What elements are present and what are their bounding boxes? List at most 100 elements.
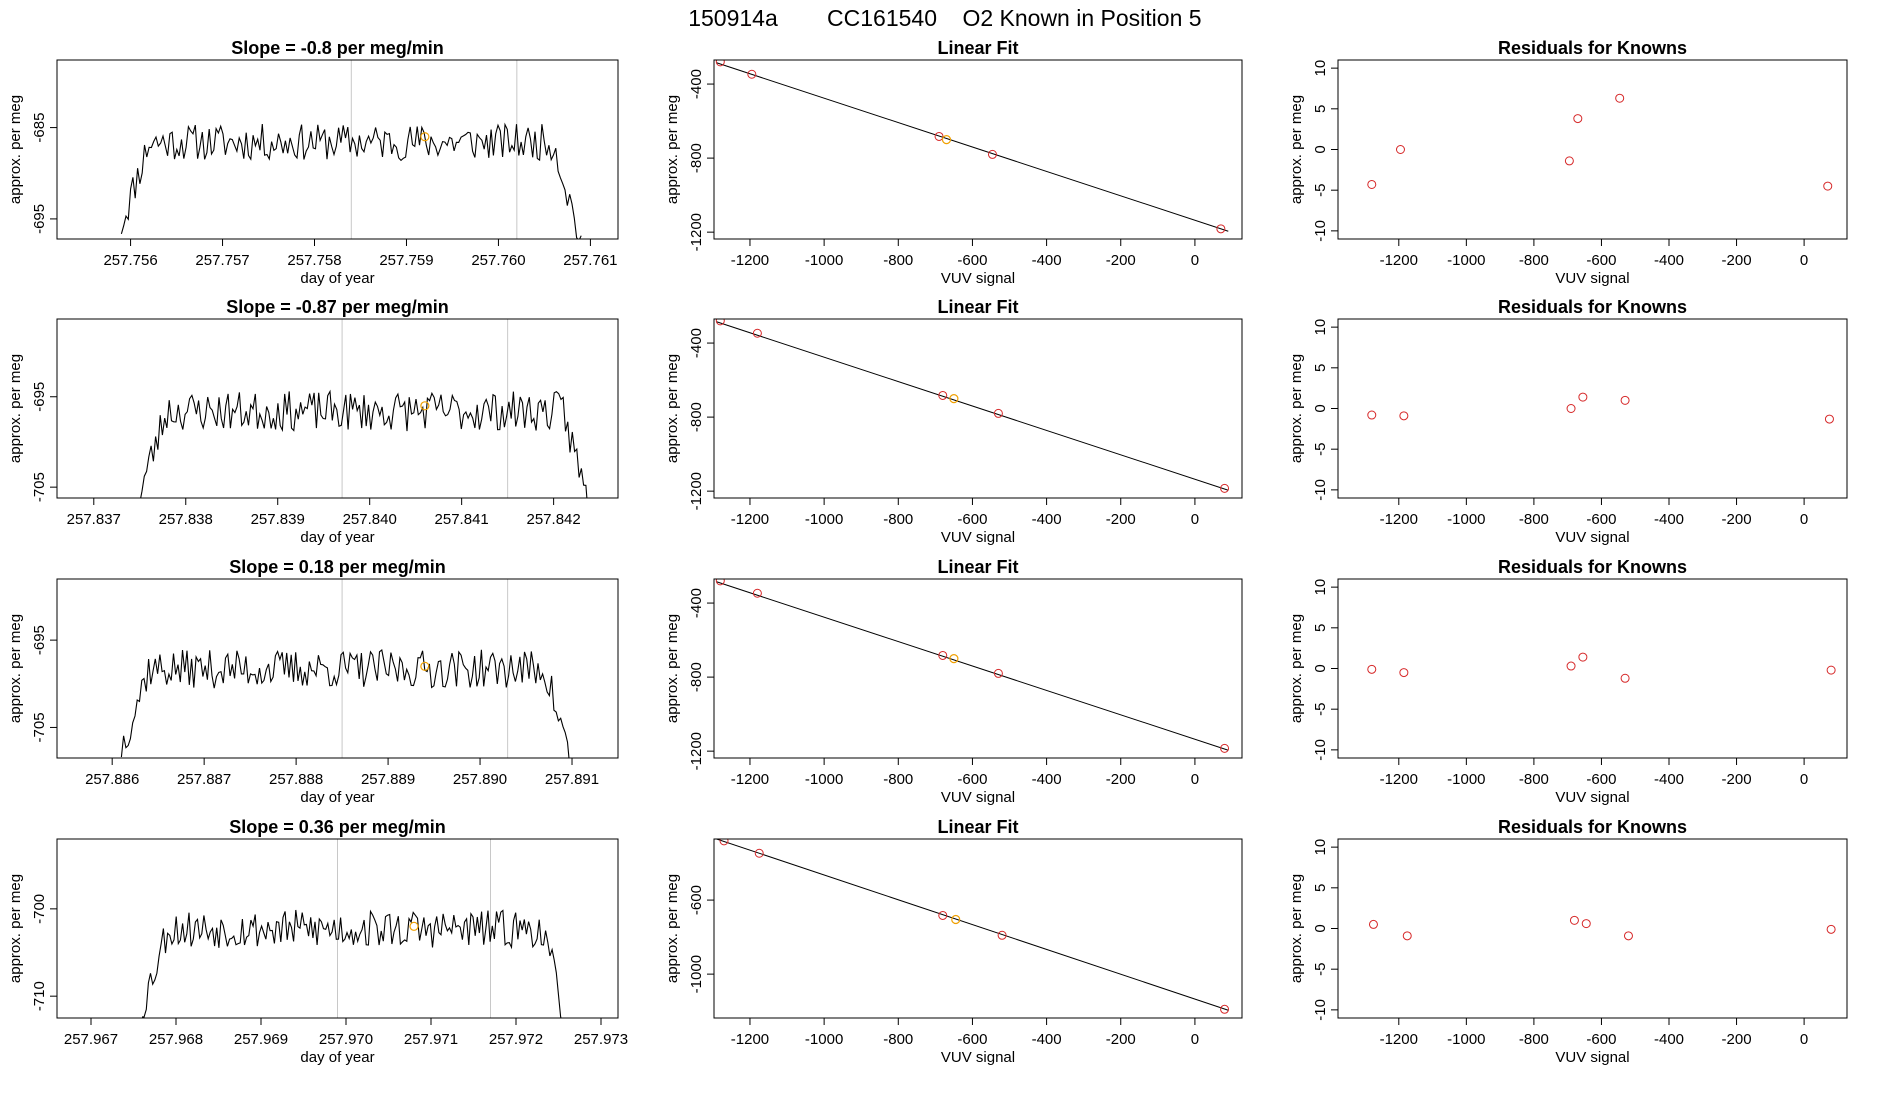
y-axis: 10 5 0 -5 -10 approx. per meg [1288,60,1339,242]
y-axis: 10 5 0 -5 -10 approx. per meg [1288,839,1339,1021]
x-tick-label: -400 [1654,252,1684,269]
y-axis-label: approx. per meg [1288,874,1305,983]
plot-data [140,319,588,498]
data-point [1823,181,1833,191]
x-axis-label: day of year [300,529,374,546]
y-tick-label: 10 [1312,839,1329,856]
data-point [719,839,729,846]
x-tick-label: -1200 [731,511,769,528]
x-tick-label: -600 [1586,1031,1616,1048]
x-tick-label: -1000 [1447,511,1485,528]
x-tick-label: -400 [1654,511,1684,528]
data-point [934,131,944,141]
panel-title: Linear Fit [937,817,1018,837]
x-tick-label: 257.756 [103,252,157,269]
highlight-point [949,393,959,404]
data-point [1620,395,1630,405]
y-tick-label: 5 [1312,624,1329,632]
x-tick-label: -200 [1722,511,1752,528]
data-point [1566,404,1576,413]
data-point [1826,665,1836,675]
highlight-point [409,921,419,931]
panel-title: Slope = 0.18 per meg/min [229,557,446,577]
x-axis-label: VUV signal [1555,529,1629,546]
x-tick-label: -200 [1722,252,1752,269]
x-axis: -1200 -1000 -800 -600 -400 -200 0 VUV signal [731,238,1199,287]
x-axis-label: VUV signal [1555,789,1629,806]
data-point [1569,915,1579,925]
y-tick-label: 5 [1312,105,1329,113]
y-tick-label: -1200 [688,732,705,770]
data-point [1399,411,1409,421]
x-tick-label: -600 [957,771,987,788]
data-point [1368,919,1378,929]
data-point [752,588,762,598]
y-axis-label: approx. per meg [7,874,24,983]
panel-4-2: Linear Fit -1200 -1000 -800 -600 -400 -200 0 VUV… [664,817,1243,1066]
known-description: O2 Known in Position 5 [962,5,1201,31]
y-tick-label: -705 [31,472,48,502]
x-tick-label: -800 [883,1031,913,1048]
x-tick-label: 257.891 [545,771,599,788]
time-series-trace [120,122,582,239]
x-tick-label: -200 [1106,771,1136,788]
data-point [1623,931,1633,941]
x-tick-label: -1000 [805,252,843,269]
x-axis: 257.967 257.968 257.969 257.970 257.971 257.9… [64,1017,628,1066]
x-tick-label: -400 [1654,1031,1684,1048]
y-tick-label: -695 [31,625,48,655]
panel-1-2: Linear Fit -1200 -1000 -800 -600 -400 -200 0 VUV… [664,38,1243,287]
y-axis-label: approx. per meg [1288,354,1305,463]
data-point [715,319,725,326]
x-tick-label: -200 [1106,1031,1136,1048]
y-tick-label: -5 [1312,703,1329,716]
panel-4-3: Residuals for Knowns-1200 -1000 -800 -600 -4… [1288,817,1848,1066]
x-tick-label: 257.758 [287,252,341,269]
x-tick-label: -600 [957,511,987,528]
time-series-trace [120,649,570,758]
y-axis-label: approx. per meg [1288,614,1305,723]
x-tick-label: 257.838 [159,511,213,528]
time-series-trace [142,909,562,1018]
x-tick-label: 257.973 [574,1031,628,1048]
x-tick-label: 257.886 [85,771,139,788]
x-axis-label: VUV signal [941,1049,1015,1066]
x-tick-label: 0 [1191,1031,1199,1048]
x-tick-label: 257.840 [343,511,397,528]
x-tick-label: 257.839 [251,511,305,528]
x-axis: 257.886 257.887 257.888 257.889 257.890 257.8… [85,757,599,806]
plot-data [1367,93,1833,191]
panel-title: Slope = -0.8 per meg/min [231,38,444,58]
y-tick-label: -5 [1312,184,1329,197]
cylinder-id: CC161540 [827,5,937,31]
x-axis: 257.756 257.757 257.758 257.759 257.760 257.7… [103,238,618,287]
x-tick-label: 257.837 [67,511,121,528]
y-tick-label: -5 [1312,963,1329,976]
y-tick-label: -695 [31,204,48,234]
plot-data [715,579,1230,753]
highlight-point [949,653,959,664]
y-axis-label: approx. per meg [1288,95,1305,204]
data-point [1220,483,1230,493]
y-axis: -400 -800 -1200 approx. per meg [664,328,715,510]
x-tick-label: 257.970 [319,1031,373,1048]
plot-frame [56,318,619,499]
data-point [993,408,1003,418]
x-tick-label: -1200 [1380,1031,1418,1048]
x-axis: -1200 -1000 -800 -600 -400 -200 0 VUV signal [731,757,1199,806]
y-tick-label: -400 [688,69,705,99]
plot-data [120,579,570,758]
data-point [1220,1004,1230,1014]
y-tick-label: -10 [1312,479,1329,501]
y-tick-label: 0 [1312,924,1329,932]
time-series-trace [140,389,588,498]
x-tick-label: -800 [1519,511,1549,528]
data-point [1581,919,1591,929]
data-point [993,668,1003,678]
x-tick-label: -800 [883,511,913,528]
x-tick-label: 257.969 [234,1031,288,1048]
x-tick-label: -200 [1722,771,1752,788]
panel-grid: Slope = -0.8 per meg/min 257.756 257.757 25… [7,38,1848,1066]
plot-frame [1337,59,1848,240]
